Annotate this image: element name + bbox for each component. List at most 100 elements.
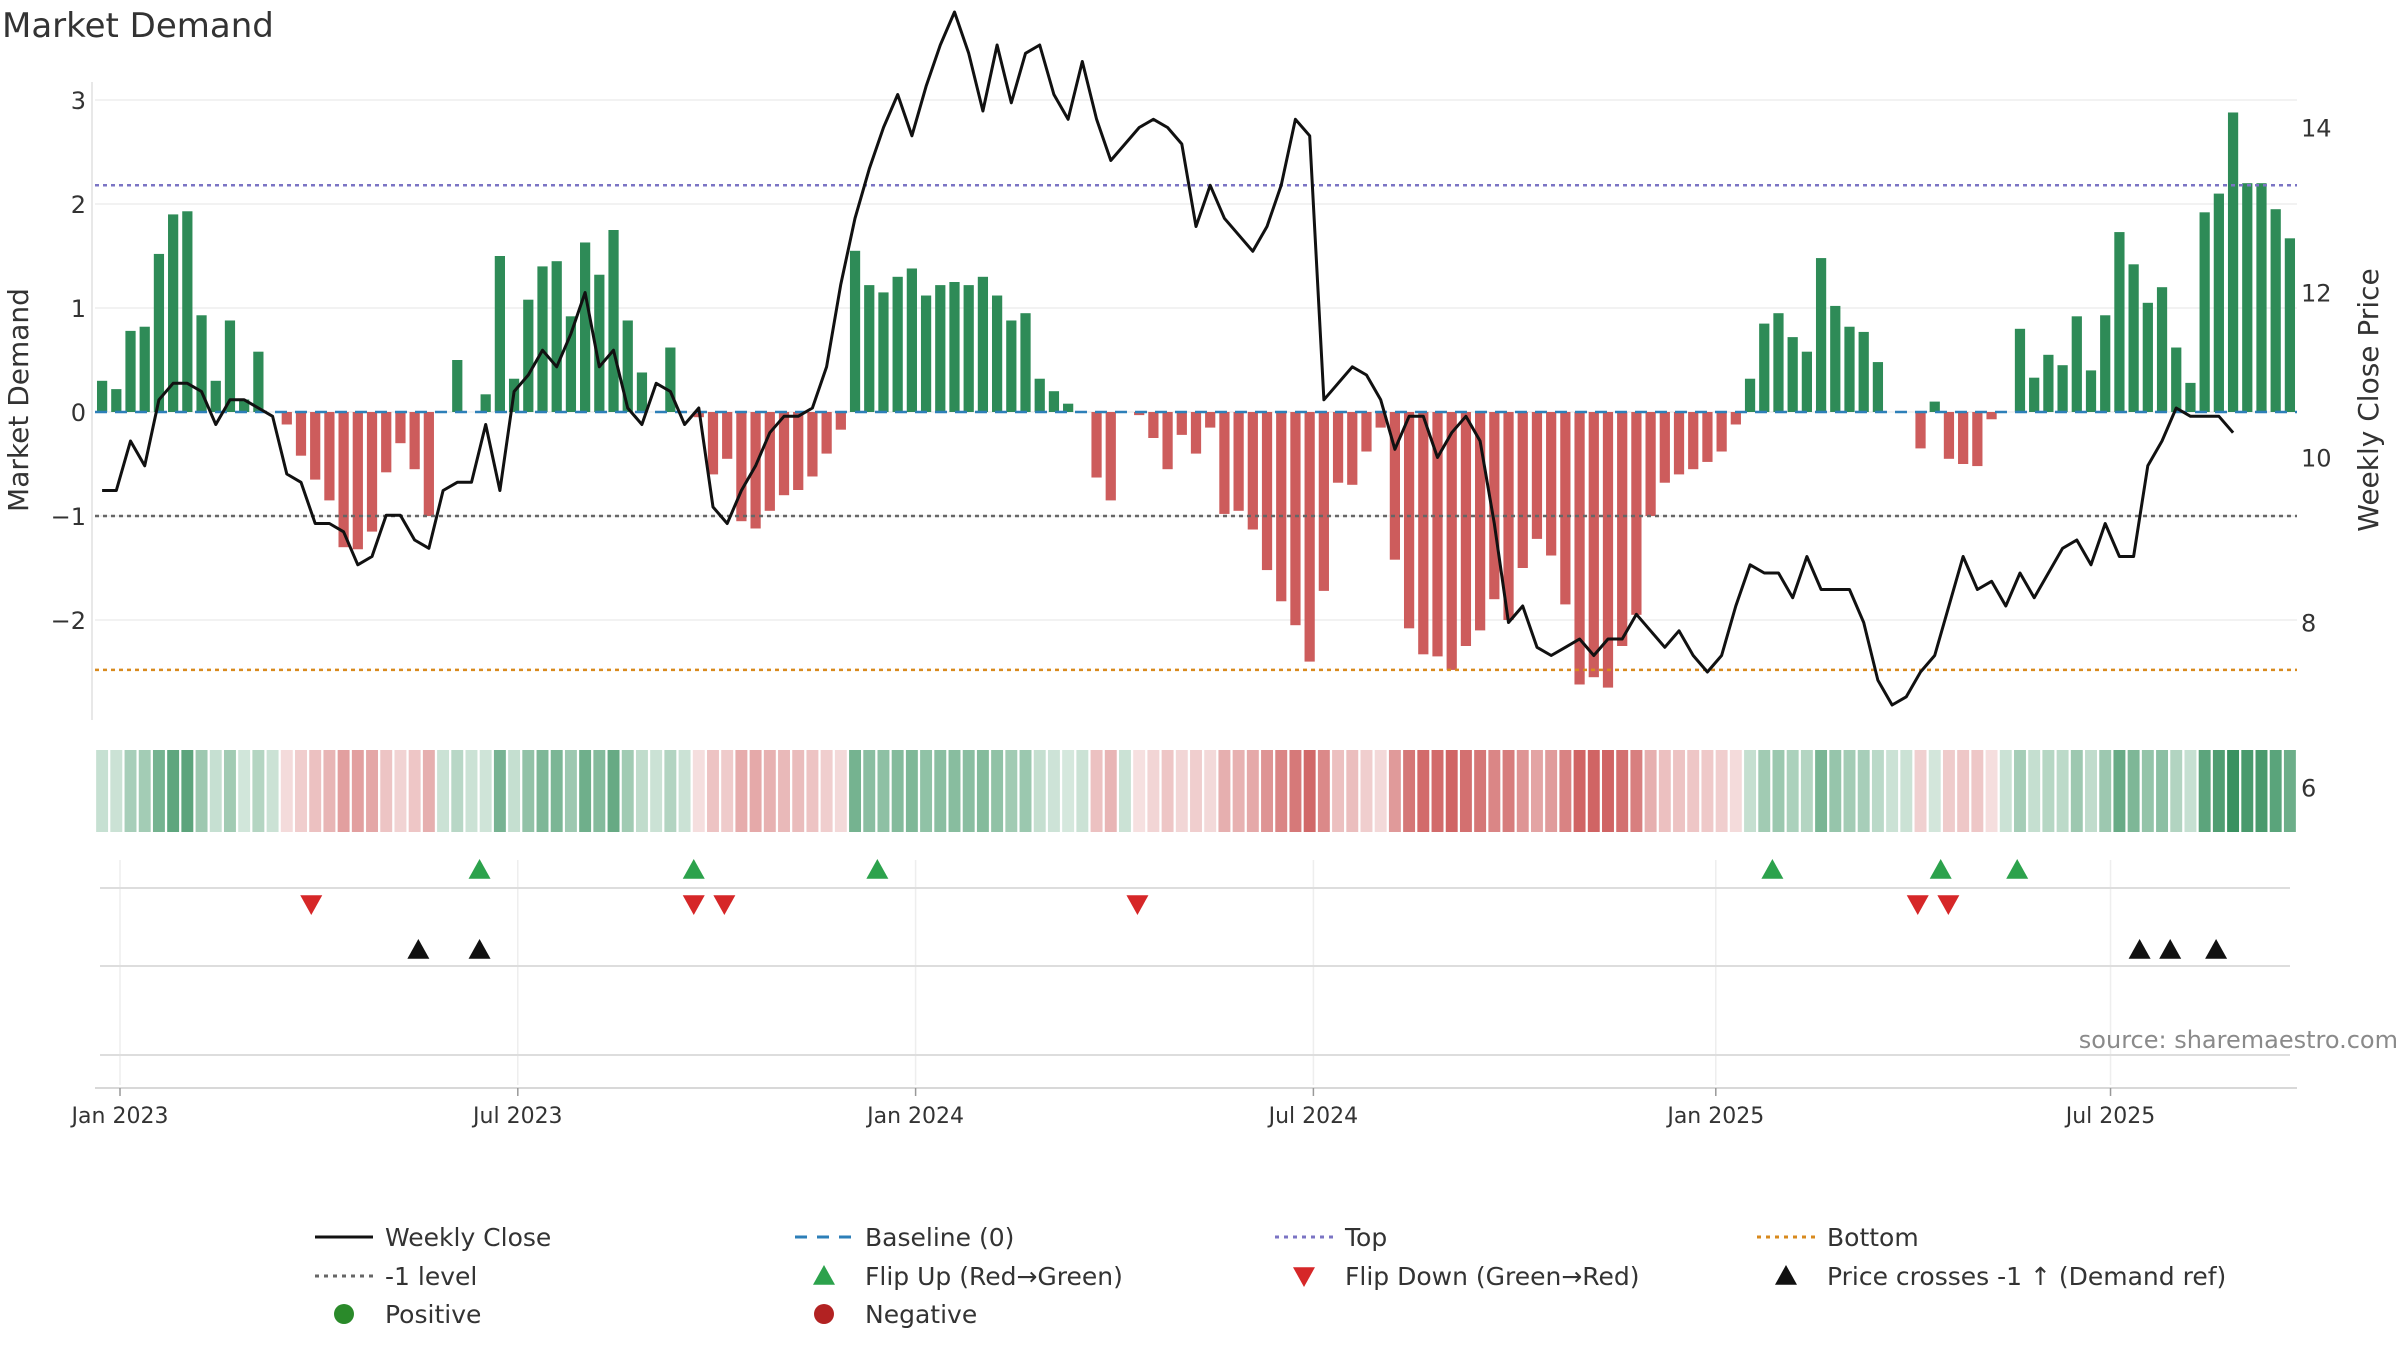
positive-bar [977,276,989,412]
heat-cell [1729,750,1742,832]
heat-cell [1957,750,1970,832]
negative-bar [778,412,790,496]
flip-up-marker [1761,859,1784,879]
positive-bar [2199,212,2210,412]
positive-bar [239,399,250,412]
negative-bar [1446,412,1457,670]
heat-cell [749,750,762,832]
positive-bar [622,320,633,412]
positive-bar [1759,323,1770,412]
chart-title: Market Demand [2,6,274,46]
heat-cell [806,750,819,832]
legend-label: Negative [865,1300,977,1329]
negative-bar [1290,412,1301,626]
positive-bar [1801,351,1812,412]
legend-circle-icon [814,1304,834,1324]
x-tick-label: Jan 2024 [865,1104,964,1129]
legend-item: Positive [334,1300,481,1329]
heat-cell [1374,750,1387,832]
weekly-close-line [102,10,2235,707]
negative-bar [295,412,307,456]
positive-bar [1830,305,1841,412]
legend-item: Flip Down (Green→Red) [1293,1262,1640,1291]
negative-bar [1162,412,1173,470]
heat-cell [1289,750,1302,832]
heat-cell [1303,750,1316,832]
positive-bar [864,285,875,412]
positive-bar [665,347,676,412]
flip-up-marker [1929,859,1952,879]
y-tick-label: −1 [51,503,86,531]
heat-cell [1616,750,1629,832]
positive-bar [963,285,974,412]
negative-bar [1205,412,1216,428]
heat-cell [607,750,620,832]
heat-cell [1119,750,1131,832]
heat-cell [976,750,989,832]
negative-bar [1972,412,1983,467]
negative-bar [1389,412,1401,560]
heat-cell [877,750,890,832]
positive-bar [523,299,534,412]
y-tick-label: 3 [71,87,86,115]
price-cross-marker [2205,939,2228,959]
negative-bar [1531,412,1543,539]
heat-cell [1573,750,1586,832]
flip-up-marker [468,859,491,879]
positive-bar [537,266,548,412]
negative-bar [1659,412,1670,483]
heat-cell [167,750,180,832]
heat-cell [1147,750,1160,832]
negative-bar [1517,412,1528,568]
x-tick-label: Jul 2025 [2064,1104,2156,1129]
heat-cell [962,750,975,832]
positive-bar [1773,313,1784,412]
demand-bars [96,112,2296,688]
negative-bar [1617,412,1628,646]
y-tick-label: 1 [71,295,86,323]
price-cross-marker [468,939,491,959]
negative-bar [764,412,775,511]
legend-item: Baseline (0) [795,1223,1014,1252]
price-cross-marker [2159,939,2182,959]
negative-bar [1403,412,1415,629]
heat-cell [1644,750,1657,832]
heat-cell [621,750,634,832]
positive-bar [2213,193,2224,412]
positive-bar [196,315,207,412]
heat-cell [891,750,904,832]
heat-cell [1474,750,1487,832]
negative-bar [1134,412,1145,416]
negative-bar [1176,412,1187,435]
heat-cell [2241,750,2254,832]
heat-cell [1388,750,1401,832]
heat-cell [1218,750,1231,832]
heat-cell [1104,750,1117,832]
positive-bar [2128,264,2139,412]
heat-cell [238,750,251,832]
positive-bar [480,394,491,412]
legend-label: Positive [385,1300,481,1329]
heat-cell [564,750,577,832]
y2-tick-label: 14 [2301,115,2332,143]
heat-cell [1317,750,1330,832]
positive-bar [224,320,236,412]
heat-cell [465,750,478,832]
x-tick-label: Jul 2024 [1267,1104,1359,1129]
negative-bar [1688,412,1699,470]
positive-bar [1815,258,1827,412]
heat-cell [678,750,691,832]
positive-bar [2043,354,2054,412]
heat-cell [579,750,592,832]
heat-cell [2283,750,2296,832]
heat-cell [252,750,265,832]
positive-bar [96,380,108,412]
negative-bar [1986,412,1997,420]
positive-bar [636,372,648,412]
negative-bar [722,412,733,459]
legend-item: Bottom [1757,1223,1919,1252]
heat-cell [2113,750,2126,832]
heat-cell [195,750,208,832]
positive-bar [2071,316,2082,412]
legend-item: Negative [814,1300,977,1329]
